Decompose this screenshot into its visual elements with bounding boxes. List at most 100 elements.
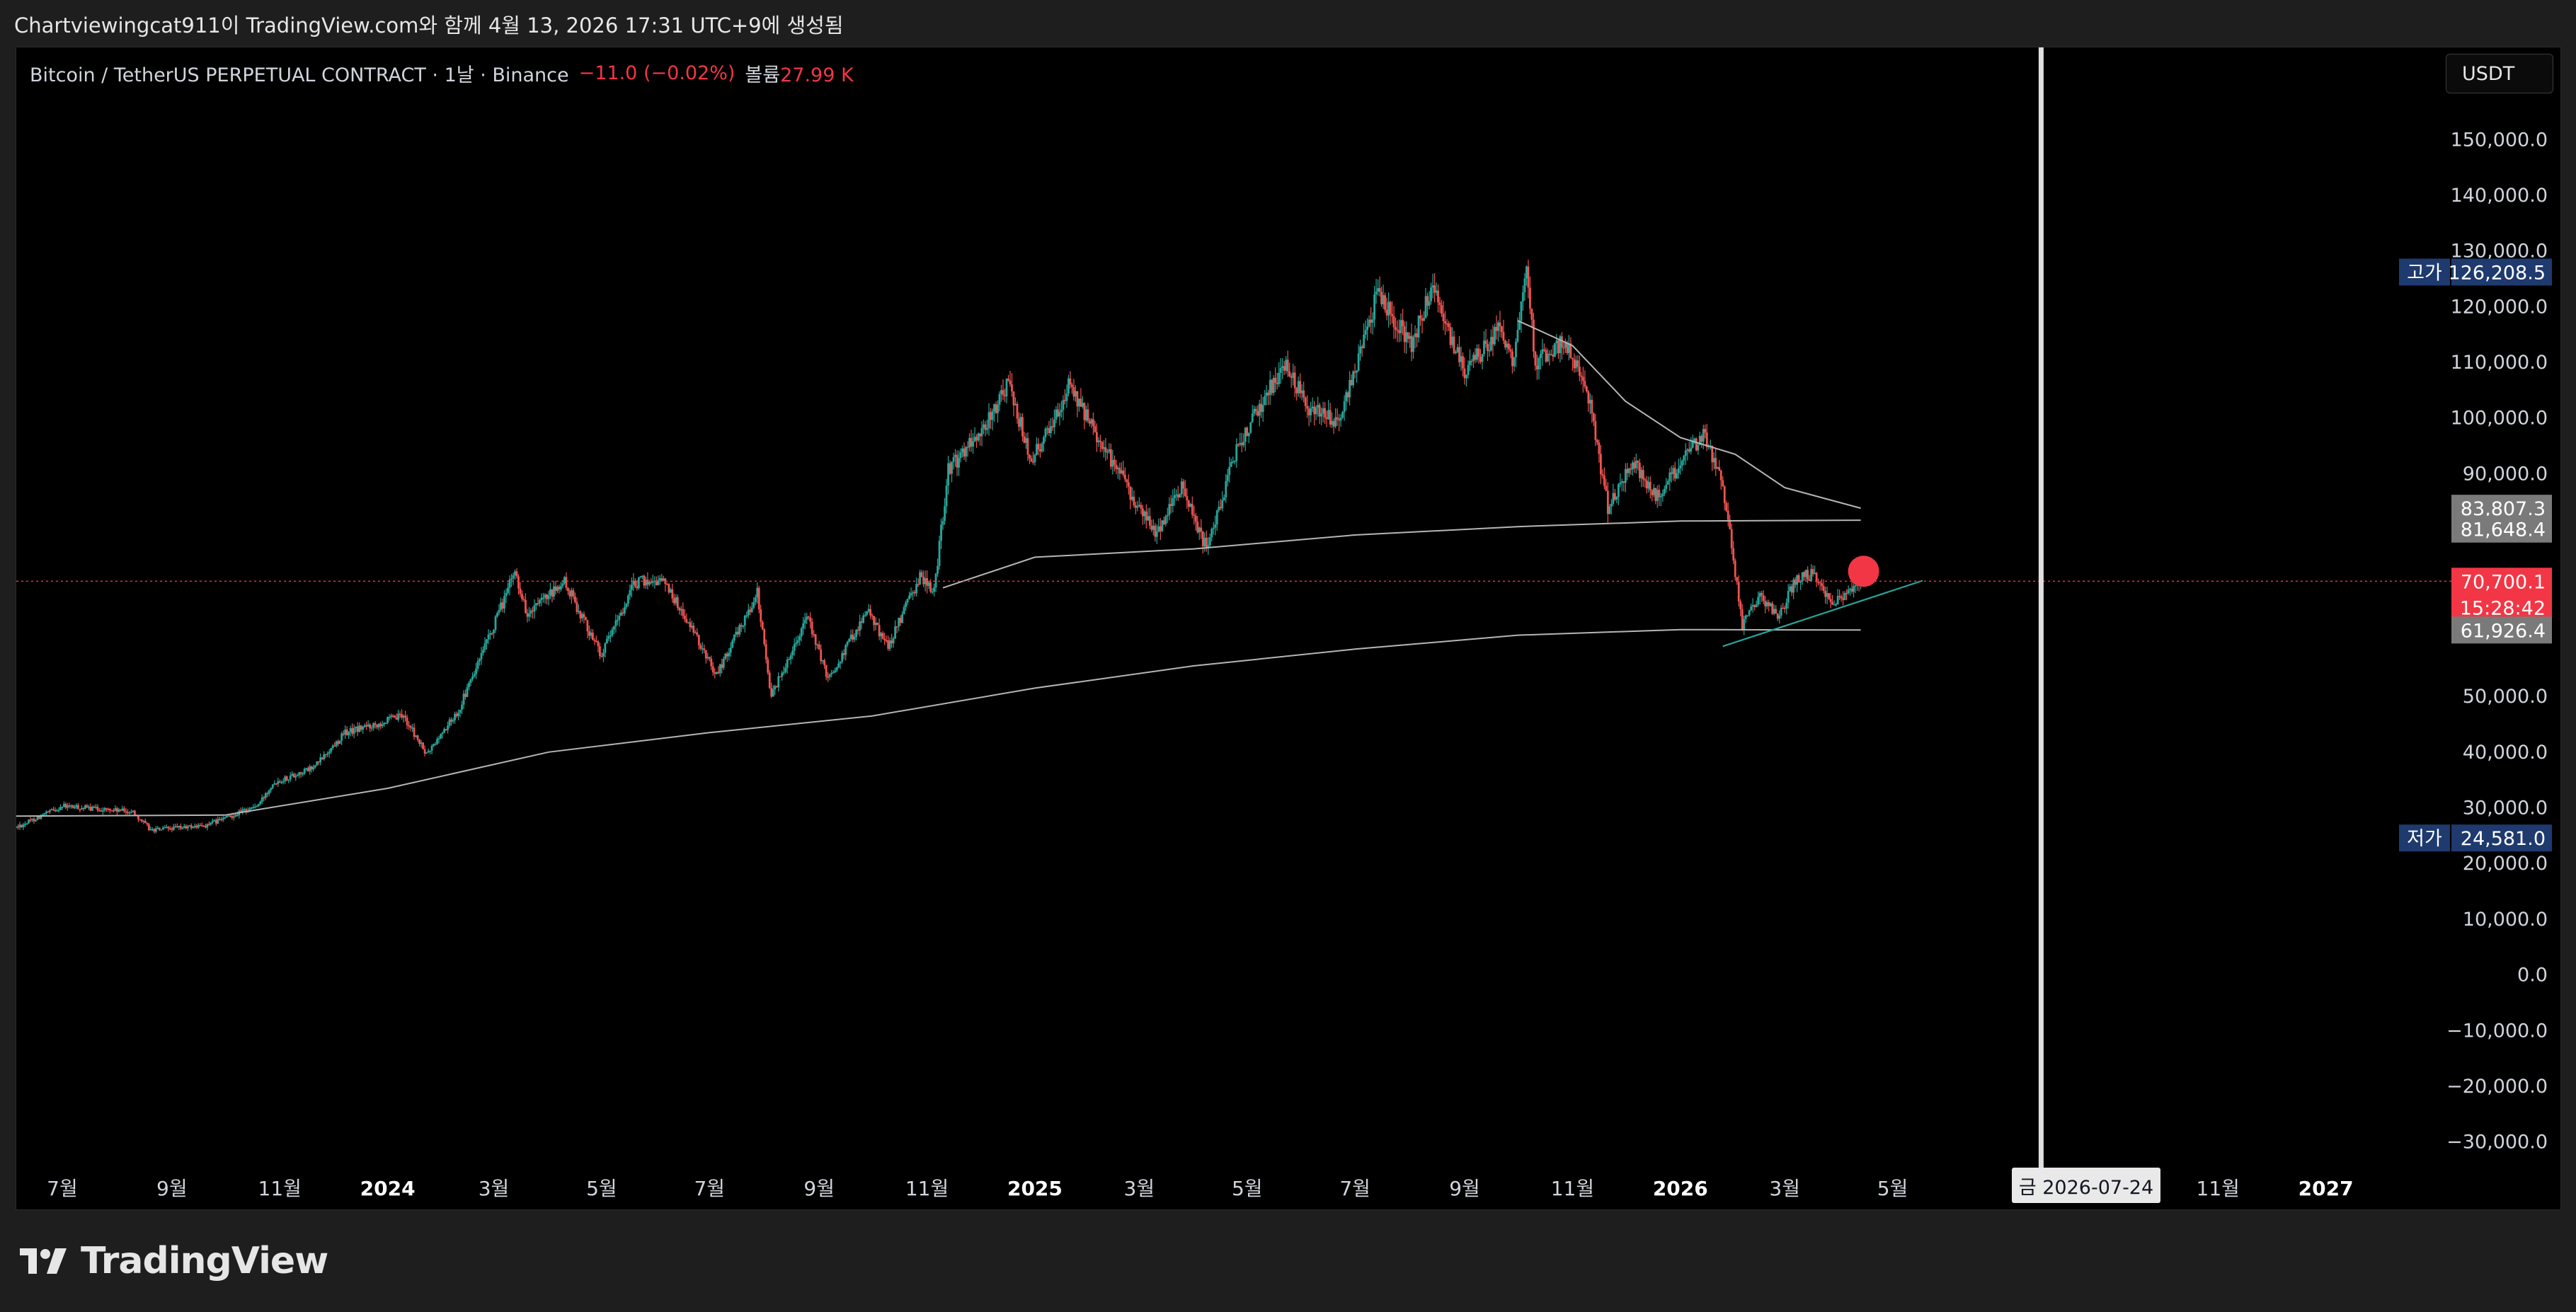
candle-body: [834, 670, 837, 672]
chart-pane[interactable]: 160,000.0150,000.0140,000.0130,000.0120,…: [16, 47, 2561, 1210]
candle-body: [558, 587, 561, 589]
symbol-legend[interactable]: Bitcoin / TetherUS PERPETUAL CONTRACT · …: [30, 59, 854, 87]
candle-body: [1327, 410, 1330, 420]
candle-body: [38, 816, 40, 819]
candle-body: [459, 709, 462, 713]
candle-body: [1225, 481, 1227, 497]
candle-body: [880, 633, 883, 637]
x-tick-label: 11월: [258, 1177, 302, 1200]
candle-body: [1138, 505, 1140, 507]
candle-body: [540, 597, 543, 600]
candle-body: [35, 819, 37, 822]
candle-body: [842, 653, 845, 655]
candle-body: [1433, 285, 1436, 293]
candle-body: [503, 596, 505, 609]
candle-body: [176, 826, 178, 828]
candle-body: [1494, 327, 1496, 345]
candle-body: [1627, 468, 1630, 473]
candle-body: [493, 630, 495, 633]
candle-body: [1778, 615, 1781, 619]
candle-body: [726, 653, 728, 657]
candle-body: [956, 454, 958, 468]
candle-body: [1580, 375, 1583, 377]
candle-body: [224, 817, 227, 819]
candle-body: [1357, 353, 1360, 371]
candle-body: [1193, 514, 1196, 516]
candle-body: [1552, 354, 1555, 357]
candle-body: [1566, 342, 1569, 353]
candle-body: [1134, 505, 1137, 508]
candle-body: [211, 820, 214, 823]
x-tick-label: 2025: [1007, 1177, 1063, 1200]
candle-body: [1467, 364, 1470, 375]
candle-body: [1169, 504, 1172, 507]
candle-body: [988, 412, 990, 429]
current-price-marker[interactable]: [1848, 556, 1879, 587]
candle-body: [1118, 468, 1121, 473]
candle-body: [365, 725, 368, 727]
candle-body: [1620, 481, 1623, 483]
candle-body: [876, 622, 879, 626]
candle-body: [1055, 409, 1058, 420]
candle-body: [581, 614, 583, 618]
countdown-tag: 15:28:42: [2460, 597, 2546, 619]
candle-body: [825, 665, 828, 677]
candle-body: [1285, 359, 1288, 371]
candle-body: [236, 815, 239, 816]
candle-body: [1822, 586, 1825, 592]
candle-body: [722, 658, 725, 668]
ma3-price-tag: 61,926.4: [2461, 620, 2546, 642]
candle-body: [1065, 393, 1068, 401]
symbol-name[interactable]: Bitcoin / TetherUS PERPETUAL CONTRACT · …: [30, 64, 569, 86]
candle-body: [411, 727, 413, 729]
candle-body: [56, 810, 58, 812]
candle-body: [1097, 440, 1100, 442]
candle-body: [849, 634, 852, 640]
candle-body: [922, 577, 925, 585]
candle-body: [655, 580, 658, 585]
candle-body: [1373, 294, 1375, 320]
candle-body: [1737, 582, 1740, 602]
candle-body: [576, 602, 578, 612]
candle-body: [952, 456, 955, 462]
candle-body: [1201, 531, 1204, 547]
candle-body: [225, 815, 228, 818]
candle-body: [454, 713, 456, 720]
price-change: −11.0 (−0.02%): [578, 62, 735, 84]
candle-body: [595, 640, 597, 643]
candle-body: [271, 784, 274, 788]
candle-body: [1023, 436, 1026, 443]
candle-body: [665, 584, 668, 585]
candle-body: [1576, 360, 1579, 367]
high-price-tag: 126,208.5: [2449, 263, 2546, 284]
candle-body: [500, 602, 502, 610]
candle-body: [1133, 496, 1135, 506]
tradingview-logo[interactable]: TradingView: [20, 1240, 328, 1282]
candle-body: [611, 629, 614, 636]
candle-body: [133, 810, 136, 816]
candle-body: [358, 725, 361, 732]
candle-body: [1506, 343, 1509, 347]
candle-body: [1395, 327, 1397, 330]
price-chart[interactable]: 160,000.0150,000.0140,000.0130,000.0120,…: [16, 47, 2562, 1211]
candle-body: [680, 609, 682, 611]
candle-body: [1626, 468, 1629, 473]
candle-body: [282, 781, 285, 783]
candle-body: [422, 742, 424, 749]
candle-body: [121, 808, 124, 811]
candle-body: [391, 715, 394, 717]
candle-body: [1051, 426, 1054, 427]
candle-body: [1242, 442, 1245, 446]
candle-body: [899, 618, 902, 623]
candle-body: [612, 626, 615, 630]
candle-body: [1300, 390, 1303, 393]
trend-line[interactable]: [1722, 580, 1923, 648]
candle-body: [1019, 417, 1022, 427]
candle-body: [261, 797, 263, 802]
candle-body: [816, 644, 819, 646]
candle-body: [588, 631, 590, 636]
candle-body: [937, 565, 939, 574]
candle-body: [259, 801, 262, 805]
candle-body: [139, 819, 142, 821]
currency-button[interactable]: USDT: [2446, 54, 2553, 93]
